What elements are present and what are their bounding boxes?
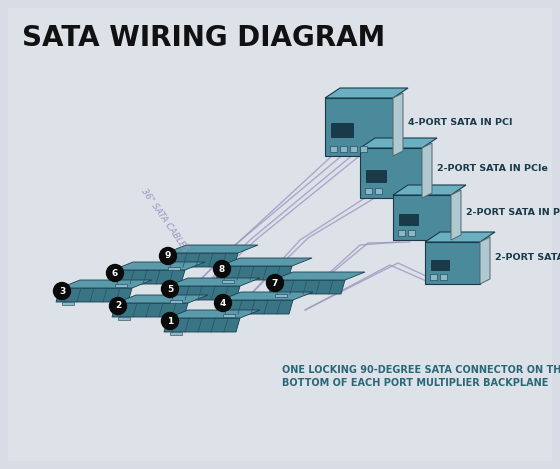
Text: 6: 6 [112, 268, 118, 278]
Circle shape [54, 282, 71, 300]
Polygon shape [112, 303, 188, 317]
Bar [375, 188, 382, 194]
Circle shape [213, 260, 231, 278]
Bar [360, 146, 367, 152]
Polygon shape [109, 270, 185, 284]
Text: 5: 5 [167, 285, 173, 294]
Polygon shape [425, 242, 480, 284]
Polygon shape [162, 253, 238, 267]
Polygon shape [269, 280, 345, 294]
Text: BOTTOM OF EACH PORT MULTIPLIER BACKPLANE: BOTTOM OF EACH PORT MULTIPLIER BACKPLANE [282, 378, 548, 388]
Text: 4-PORT SATA IN PCI: 4-PORT SATA IN PCI [408, 118, 512, 127]
Polygon shape [451, 190, 461, 240]
Text: SATA WIRING DIAGRAM: SATA WIRING DIAGRAM [22, 24, 385, 52]
Polygon shape [168, 267, 180, 270]
Polygon shape [216, 266, 292, 280]
Polygon shape [118, 317, 130, 320]
Polygon shape [393, 93, 403, 156]
Circle shape [106, 265, 124, 281]
FancyBboxPatch shape [8, 8, 552, 461]
Text: 2: 2 [115, 302, 121, 310]
Polygon shape [325, 98, 393, 156]
Bar [430, 274, 437, 280]
Polygon shape [223, 314, 235, 317]
Polygon shape [360, 148, 422, 198]
Bar [440, 274, 447, 280]
Polygon shape [220, 258, 312, 266]
Polygon shape [164, 318, 240, 332]
Polygon shape [217, 300, 293, 314]
Polygon shape [56, 288, 132, 302]
Bar [408, 230, 415, 236]
Text: 2-PORT SATA IN PCIe: 2-PORT SATA IN PCIe [466, 208, 560, 217]
Bar [350, 146, 357, 152]
Bar [330, 146, 337, 152]
Text: 36" SATA CABLES: 36" SATA CABLES [140, 187, 190, 253]
Polygon shape [325, 88, 408, 98]
Bar [365, 188, 372, 194]
Circle shape [160, 248, 176, 265]
Polygon shape [393, 185, 466, 195]
Polygon shape [115, 284, 127, 287]
Polygon shape [170, 332, 182, 335]
Polygon shape [275, 294, 287, 297]
Polygon shape [164, 286, 240, 300]
Circle shape [161, 312, 179, 330]
Bar [431, 260, 449, 270]
Text: 8: 8 [219, 265, 225, 273]
Polygon shape [116, 295, 208, 303]
Polygon shape [422, 143, 432, 198]
Polygon shape [222, 280, 234, 283]
Bar [331, 123, 353, 137]
Polygon shape [360, 138, 437, 148]
Polygon shape [273, 272, 365, 280]
Circle shape [161, 280, 179, 297]
Polygon shape [170, 300, 182, 303]
Polygon shape [480, 237, 490, 284]
Polygon shape [60, 280, 152, 288]
Circle shape [267, 274, 283, 292]
Text: 3: 3 [59, 287, 65, 295]
Polygon shape [113, 262, 205, 270]
Text: 4: 4 [220, 298, 226, 308]
Polygon shape [425, 232, 495, 242]
Polygon shape [166, 245, 258, 253]
Circle shape [110, 297, 127, 315]
Text: 1: 1 [167, 317, 173, 325]
Text: 9: 9 [165, 251, 171, 260]
Bar [398, 230, 405, 236]
Circle shape [214, 295, 231, 311]
Bar [340, 146, 347, 152]
Polygon shape [168, 278, 260, 286]
Polygon shape [393, 195, 451, 240]
Polygon shape [168, 310, 260, 318]
Text: 7: 7 [272, 279, 278, 287]
Text: 2-PORT SATA IN PCIe: 2-PORT SATA IN PCIe [495, 254, 560, 263]
Bar [366, 170, 386, 182]
Bar [399, 214, 418, 225]
Polygon shape [221, 292, 313, 300]
Text: 2-PORT SATA IN PCIe: 2-PORT SATA IN PCIe [437, 164, 548, 173]
Text: ONE LOCKING 90-DEGREE SATA CONNECTOR ON THE: ONE LOCKING 90-DEGREE SATA CONNECTOR ON … [282, 365, 560, 375]
Polygon shape [62, 302, 74, 305]
